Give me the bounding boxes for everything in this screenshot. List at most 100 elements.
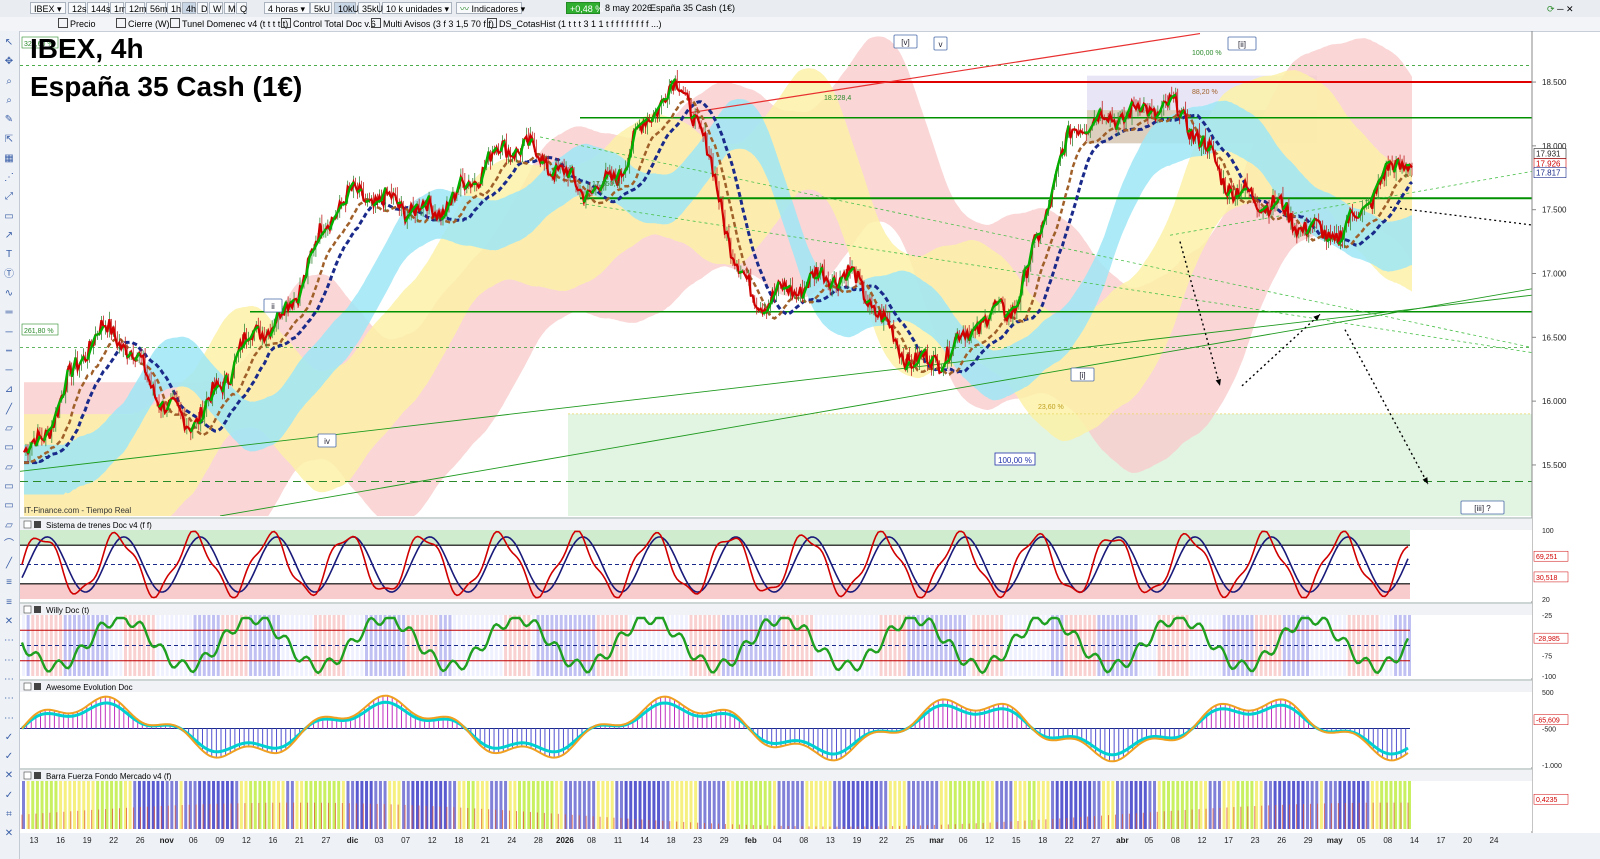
hline-tool-icon[interactable]: ─ [5,326,13,338]
checkbox-icon[interactable] [58,18,68,28]
interval-button-Q[interactable]: Q [236,2,247,14]
strength-bar [731,781,735,829]
refresh-icon[interactable]: ⟳ [1547,4,1555,14]
unit-button-5kU[interactable]: 5kU [310,2,332,14]
checkbox-icon[interactable] [371,18,381,28]
fib-tool-icon[interactable]: ≡ [6,577,12,589]
strength-bar [1273,781,1277,829]
unit-button-10kU[interactable]: 10kU [334,2,359,14]
delete-tool-icon[interactable]: ✕ [4,828,14,840]
arc-tool-icon[interactable]: ⌒ [4,538,14,550]
rect-tool-icon[interactable]: ▭ [4,442,14,454]
check-tool-icon[interactable]: ✓ [4,731,14,743]
rect-tool-icon[interactable]: ▭ [4,210,14,222]
interval-button-1m[interactable]: 1m [110,2,127,14]
rect-tool-icon[interactable]: ▭ [4,500,14,512]
strength-bar [429,781,433,829]
dots-tool-icon[interactable]: ⋯ [4,635,14,647]
resize-tool-icon[interactable]: ⤢ [5,191,13,203]
zoom-out-tool-icon[interactable]: ⌕ [6,94,12,106]
checkbox-icon[interactable] [170,18,180,28]
rect-tool-icon[interactable]: ▭ [4,480,14,492]
crosshair-tool-icon[interactable]: ✥ [4,56,14,68]
checkbox-icon[interactable] [281,18,291,28]
legend-item[interactable]: Multi Avisos (3 f 3 1,5 70 f f) [369,18,494,30]
strength-bar [504,781,508,829]
interval-button-144s[interactable]: 144s [87,2,111,14]
dashline-tool-icon[interactable]: ┅ [5,345,13,357]
cursor-tool-icon[interactable]: ↖ [4,37,14,48]
symbol-select[interactable]: IBEX ▾ [30,2,66,14]
zoom-in-tool-icon[interactable]: ⌕ [6,75,12,87]
checkbox-icon[interactable] [487,18,497,28]
strength-bar [355,781,359,829]
checkbox-icon[interactable] [116,18,126,28]
indicators-button[interactable]: 〰 Indicadores ▾ [456,2,525,14]
interval-button-D[interactable]: D [197,2,208,14]
interval-button-4h[interactable]: 4h [182,2,196,14]
check-tool-icon[interactable]: ✓ [4,751,14,763]
wave-label: v [933,36,948,51]
price-segment-up [1385,160,1391,165]
legend-item[interactable]: DS_CotasHist (1 t t t 3 1 1 t f f f f f … [485,18,662,30]
indicator-panel: Willy Doc (t)-25-50-75-100-28,985 [20,602,1569,681]
dots-tool-icon[interactable]: ⋯ [4,693,14,705]
text-circle-tool-icon[interactable]: Ⓣ [4,268,14,280]
strength-bar [527,781,531,829]
interval-button-M[interactable]: M [224,2,236,14]
panel-value-box [1533,714,1569,725]
strength-bar [77,781,81,829]
delete-tool-icon[interactable]: ✕ [4,770,14,782]
strength-bar [179,781,183,829]
date-tick-label: 08 [587,836,596,845]
wave-tool-icon[interactable]: ∿ [4,287,14,299]
text-tool-icon[interactable]: T [5,249,13,261]
minimize-icon[interactable]: ─ [1557,4,1564,14]
hline-tool-icon[interactable]: ═ [5,307,13,319]
interval-button-56m[interactable]: 56m [146,2,168,14]
arrow-tool-icon[interactable]: ↗ [4,230,14,241]
period-select[interactable]: 4 horas ▾ [264,2,310,14]
strength-bar [550,781,554,829]
wave-label-text: [i] [1079,371,1085,380]
dots-tool-icon[interactable]: ⋯ [4,712,14,724]
legend-item[interactable]: Cierre (W) [114,18,170,30]
price-tick-label: 17.000 [1542,270,1567,279]
oscillator-line [21,536,1409,593]
parallelogram-tool-icon[interactable]: ▱ [5,519,13,531]
parallelogram-tool-icon[interactable]: ▱ [5,461,13,473]
parallelogram-tool-icon[interactable]: ▱ [5,423,13,434]
expand-tool-icon[interactable]: ⇱ [4,133,14,145]
check-tool-icon[interactable]: ✓ [4,789,14,801]
interval-button-W[interactable]: W [209,2,223,14]
interval-button-12s[interactable]: 12s [68,2,87,14]
interval-button-12m[interactable]: 12m [125,2,147,14]
close-icon[interactable]: ✕ [1565,4,1574,14]
strength-bar [105,781,109,829]
strength-bar [726,781,730,829]
dots-tool-icon[interactable]: ⋯ [4,673,14,685]
unit-select[interactable]: 10 k unidades ▾ [382,2,452,14]
line-tool-icon[interactable]: ╱ [5,558,13,570]
panel-close-icon [23,605,32,614]
willy-bar [198,615,202,676]
price-segment-up [1281,201,1288,211]
fib-annotation: 23,60 % [1038,404,1064,411]
trend-tool-icon[interactable]: ⋰ [4,172,14,184]
dots-tool-icon[interactable]: ⋯ [4,654,14,666]
pencil-tool-icon[interactable]: ✎ [4,114,14,126]
strength-bar [137,781,141,829]
interval-button-1h[interactable]: 1h [167,2,181,14]
delete-tool-icon[interactable]: ✕ [4,616,14,627]
line-tool-icon[interactable]: ╱ [5,403,13,415]
hash-tool-icon[interactable]: ⌗ [6,809,12,820]
legend-item[interactable]: Tunel Domenec v4 (t t t t t) [168,18,288,30]
hline-tool-icon[interactable]: ─ [5,365,13,377]
legend-item[interactable]: Precio [56,18,96,30]
unit-button-35kU[interactable]: 35kU [358,2,383,14]
fib-tool-icon[interactable]: ≡ [6,596,12,608]
legend-item[interactable]: Control Total Doc v.6 [279,18,376,30]
price-segment-up [479,168,486,185]
grid-tool-icon[interactable]: ▦ [4,152,14,164]
triangle-tool-icon[interactable]: ⊿ [4,384,14,396]
